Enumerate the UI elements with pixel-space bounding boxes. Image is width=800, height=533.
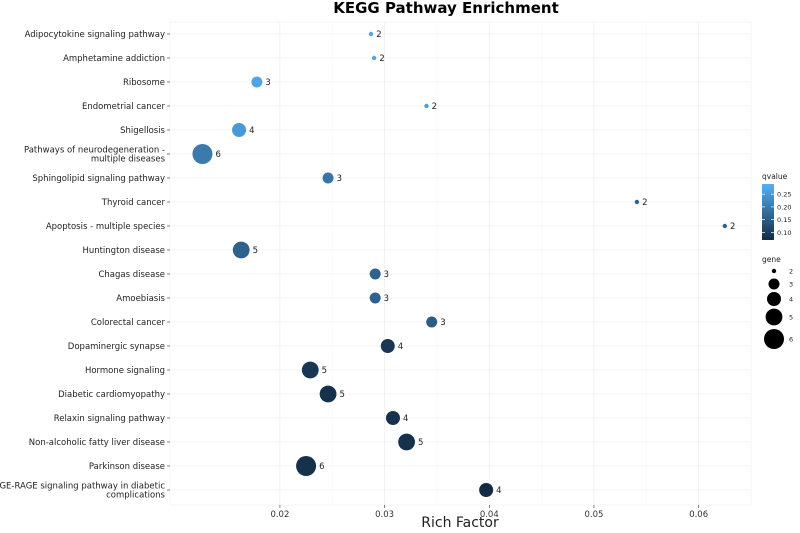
gene-legend-dot xyxy=(765,308,783,326)
qvalue-tick-label: 0.10 xyxy=(777,229,791,237)
data-label: 4 xyxy=(403,414,408,424)
y-tick-label: Apoptosis - multiple species xyxy=(46,222,166,232)
y-tick-label: Endometrial cancer xyxy=(82,102,165,112)
data-label: 6 xyxy=(319,462,324,472)
data-label: 5 xyxy=(418,438,423,448)
data-point xyxy=(479,483,494,497)
gene-legend-label: 4 xyxy=(789,296,793,304)
plot-panel xyxy=(169,21,752,506)
data-point xyxy=(369,292,381,304)
y-tick-label-line: Pathways of neurodegeneration - xyxy=(24,146,165,156)
data-label: 3 xyxy=(384,294,389,304)
y-tick-label: Chagas disease xyxy=(98,270,165,280)
qvalue-legend-title: qvalue xyxy=(762,172,788,181)
y-tick-label: Dopaminergic synapse xyxy=(68,342,165,352)
data-point xyxy=(398,433,415,451)
qvalue-colorbar xyxy=(762,184,774,240)
data-point xyxy=(251,76,263,88)
data-label: 2 xyxy=(379,54,384,64)
gene-legend-items: 2 3 4 5 6 xyxy=(764,268,793,349)
x-axis-label: Rich Factor xyxy=(421,515,499,531)
data-label: 3 xyxy=(265,78,270,88)
data-label: 2 xyxy=(432,102,437,112)
data-label: 5 xyxy=(322,366,327,376)
y-tick-label: Huntington disease xyxy=(82,246,165,256)
data-point xyxy=(385,411,400,425)
x-tick-label: 0.04 xyxy=(480,510,499,520)
x-tick-label: 0.02 xyxy=(270,510,289,520)
data-label: 5 xyxy=(339,390,344,400)
y-tick-label-line: multiple diseases xyxy=(91,155,166,165)
data-point xyxy=(426,316,438,328)
data-label: 2 xyxy=(730,222,735,232)
data-point xyxy=(369,268,381,280)
y-tick-label: Parkinson disease xyxy=(89,462,165,472)
y-tick-label-line: complications xyxy=(106,491,165,501)
y-tick-label: Adipocytokine signaling pathway xyxy=(25,30,165,40)
data-point xyxy=(722,223,728,229)
x-tick-label: 0.06 xyxy=(689,510,708,520)
data-label: 6 xyxy=(215,150,220,160)
chart-title: KEGG Pathway Enrichment xyxy=(333,0,558,17)
data-label: 2 xyxy=(642,198,647,208)
data-point xyxy=(296,456,317,476)
y-tick-label: Shigellosis xyxy=(120,126,165,136)
y-tick-label: Pathways of neurodegeneration -multiple … xyxy=(24,146,166,165)
data-label: 4 xyxy=(496,486,501,496)
data-label: 3 xyxy=(384,270,389,280)
data-point xyxy=(424,103,429,109)
data-label: 2 xyxy=(376,30,381,40)
data-label: 5 xyxy=(253,246,258,256)
y-tick-label: Hormone signaling xyxy=(85,366,165,376)
data-label: 3 xyxy=(440,318,445,328)
y-tick-label: Diabetic cardiomyopathy xyxy=(58,390,165,400)
gene-legend-dot xyxy=(768,278,780,290)
data-point xyxy=(368,31,374,37)
data-point xyxy=(192,144,213,164)
qvalue-ticks: 0.25 0.20 0.15 0.10 xyxy=(762,191,791,237)
gene-legend-dot xyxy=(767,292,781,306)
y-tick-label-line: AGE-RAGE signaling pathway in diabetic xyxy=(0,482,165,492)
y-tick-label: Ribosome xyxy=(123,78,165,88)
data-point xyxy=(322,172,334,184)
gene-legend-title: gene xyxy=(762,255,781,264)
data-label: 4 xyxy=(249,126,254,136)
data-label: 4 xyxy=(398,342,403,352)
qvalue-tick-label: 0.15 xyxy=(777,216,791,224)
qvalue-tick-label: 0.25 xyxy=(777,191,791,199)
gene-legend-label: 5 xyxy=(789,314,793,322)
y-tick-label: Relaxin signaling pathway xyxy=(54,414,165,424)
x-tick-label: 0.05 xyxy=(585,510,604,520)
qvalue-tick-label: 0.20 xyxy=(777,203,791,211)
data-points: 2 2 3 2 4 6 3 2 2 5 3 3 3 4 5 5 4 5 6 4 xyxy=(192,30,735,497)
data-point xyxy=(232,123,247,137)
gene-legend: gene 2 3 4 5 6 xyxy=(762,255,793,349)
data-point xyxy=(301,361,319,379)
gene-legend-dot xyxy=(764,329,784,349)
y-tick-label: AGE-RAGE signaling pathway in diabetic co… xyxy=(0,482,166,501)
x-axis-ticks: 0.02 0.03 0.04 0.05 0.06 xyxy=(270,505,708,520)
grid-lines xyxy=(170,22,751,505)
gene-legend-label: 2 xyxy=(789,268,793,276)
y-tick-label: Colorectal cancer xyxy=(91,318,166,328)
gene-legend-dot xyxy=(771,268,777,274)
gene-legend-label: 6 xyxy=(789,336,793,344)
data-point xyxy=(319,385,337,403)
data-point xyxy=(634,199,640,205)
y-tick-label: Sphingolipid signaling pathway xyxy=(32,174,165,184)
y-tick-label: Amphetamine addiction xyxy=(63,54,165,64)
y-tick-label: Non-alcoholic fatty liver disease xyxy=(29,438,165,448)
gene-legend-label: 3 xyxy=(789,281,793,289)
x-tick-label: 0.03 xyxy=(375,510,394,520)
y-tick-label: Thyroid cancer xyxy=(101,198,166,208)
data-point xyxy=(232,241,250,259)
qvalue-legend: qvalue 0.25 0.20 0.15 0.10 xyxy=(762,172,791,240)
y-tick-label: Amoebiasis xyxy=(116,294,165,304)
data-point xyxy=(380,339,395,353)
data-label: 3 xyxy=(337,174,342,184)
data-point xyxy=(371,55,377,61)
y-axis-labels: Adipocytokine signaling pathway Amphetami… xyxy=(0,30,170,501)
